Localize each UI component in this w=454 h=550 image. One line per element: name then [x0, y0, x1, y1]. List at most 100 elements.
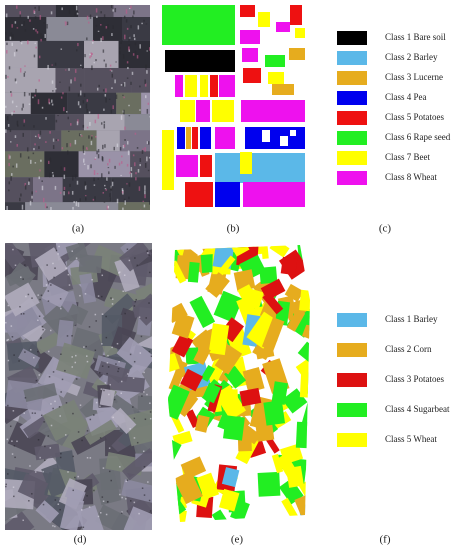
speckle	[123, 144, 126, 148]
speckle	[15, 105, 18, 108]
speckle	[87, 21, 90, 24]
speckle	[128, 115, 131, 117]
speckle	[88, 135, 90, 139]
speckle	[74, 139, 77, 145]
field	[5, 151, 45, 178]
speckle	[50, 403, 52, 405]
speckle	[22, 313, 25, 315]
speckle	[52, 371, 55, 373]
speckle	[54, 62, 57, 66]
speckle	[99, 405, 101, 408]
speckle	[93, 414, 95, 416]
speckle	[72, 412, 74, 415]
speckle	[136, 441, 139, 444]
speckle	[120, 83, 123, 86]
speckle	[136, 146, 139, 149]
gt-field	[180, 456, 207, 480]
field	[5, 282, 40, 317]
speckle	[86, 148, 88, 151]
speckle	[144, 79, 146, 85]
speckle	[100, 24, 102, 26]
speckle	[91, 136, 93, 140]
speckle	[44, 33, 46, 38]
speckle	[113, 146, 115, 151]
speckle	[139, 209, 142, 210]
gt-field	[241, 100, 305, 122]
speckle	[75, 201, 78, 207]
speckle	[20, 193, 22, 197]
speckle	[111, 73, 114, 78]
speckle	[77, 93, 80, 97]
speckle	[105, 336, 108, 339]
speckle	[114, 7, 117, 13]
speckle	[13, 110, 15, 113]
speckle	[77, 475, 79, 478]
speckle	[126, 27, 129, 30]
speckle	[55, 139, 58, 141]
speckle	[52, 138, 55, 142]
speckle	[59, 191, 62, 194]
speckle	[102, 49, 105, 53]
gt-field	[276, 453, 300, 481]
speckle	[68, 68, 70, 71]
speckle	[24, 71, 26, 73]
speckle	[111, 33, 113, 37]
speckle	[65, 402, 68, 404]
speckle	[5, 485, 7, 488]
speckle	[103, 14, 106, 19]
speckle	[138, 186, 141, 191]
speckle	[110, 109, 113, 114]
field	[56, 342, 95, 380]
speckle	[38, 315, 41, 317]
speckle	[12, 486, 15, 488]
speckle	[67, 273, 70, 276]
speckle	[51, 64, 53, 66]
speckle	[59, 298, 62, 300]
gt-field	[219, 75, 235, 97]
speckle	[7, 123, 10, 127]
speckle	[97, 30, 100, 32]
field	[124, 407, 152, 447]
speckle	[133, 501, 136, 504]
field	[5, 265, 33, 287]
speckle	[74, 12, 77, 16]
speckle	[142, 200, 145, 202]
speckle	[70, 79, 72, 84]
speckle	[120, 512, 123, 514]
speckle	[50, 284, 52, 286]
speckle	[128, 36, 130, 42]
gt-field	[192, 127, 198, 149]
speckle	[45, 284, 48, 286]
field	[110, 407, 137, 435]
speckle	[11, 453, 14, 455]
gt-field	[233, 269, 256, 292]
speckle	[83, 158, 85, 163]
speckle	[83, 163, 86, 166]
speckle	[102, 89, 105, 92]
gt-field	[242, 367, 265, 393]
speckle	[74, 174, 77, 179]
speckle	[105, 513, 108, 516]
speckle	[8, 189, 10, 192]
sar-image-a-content	[5, 5, 150, 210]
speckle	[146, 50, 148, 52]
gt-field	[165, 50, 235, 72]
speckle	[66, 335, 69, 337]
speckle	[35, 29, 37, 32]
speckle	[84, 293, 87, 295]
speckle	[50, 207, 52, 210]
speckle	[31, 493, 33, 495]
speckle	[109, 69, 112, 71]
speckle	[108, 393, 110, 396]
speckle	[18, 360, 20, 362]
speckle	[149, 411, 152, 413]
speckle	[99, 512, 102, 514]
speckle	[6, 50, 8, 54]
speckle	[6, 42, 8, 46]
gt-field	[196, 100, 210, 122]
speckle	[138, 512, 140, 515]
speckle	[48, 98, 50, 104]
speckle	[69, 183, 71, 188]
speckle	[89, 14, 92, 19]
